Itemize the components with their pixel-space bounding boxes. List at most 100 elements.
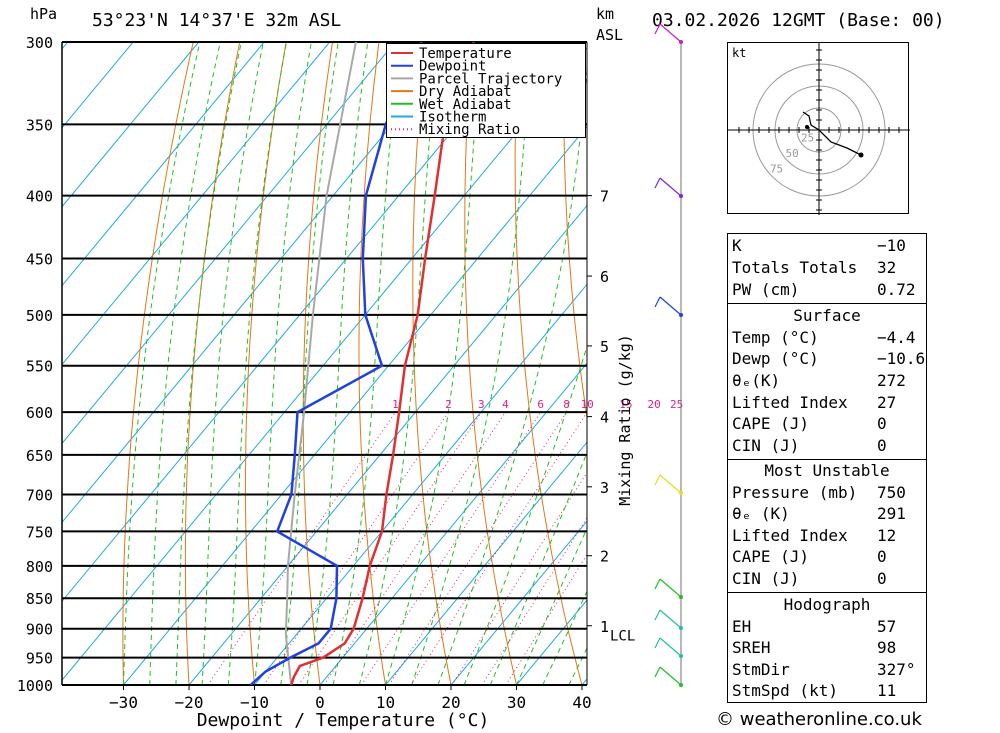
wind-barb-staff [659,578,682,598]
x-tick-label: 20 [441,693,460,712]
dry-adiabat-line [563,42,587,421]
mixing-ratio-line [360,411,542,685]
x-tick-label: 10 [376,693,395,712]
dry-adiabat-line [982,42,1000,685]
wind-barb-flag [654,474,661,486]
pressure-tick-label: 600 [26,404,53,422]
hodograph-ring-label: 50 [786,147,799,160]
pressure-tick-label: 850 [26,590,53,608]
wet-adiabat-line [542,590,587,685]
pressure-tick-label: 750 [26,523,53,541]
wind-barb-staff [659,609,682,629]
km-unit-label: km [596,5,615,23]
wet-adiabat-line [149,42,221,685]
legend-entry: Temperature [419,46,512,62]
row-mu-cin: CIN (J) 0 [732,569,887,588]
row-surface-dewp: Dewp (°C) −10.6 [732,349,926,368]
pressure-tick-label: 500 [26,307,53,325]
section-hodograph: Hodograph [783,595,871,614]
row-eh: EH 57 [732,617,897,636]
hodograph-ring-label: 75 [770,162,783,175]
wind-barb-staff [659,474,682,494]
lcl-label: LCL [610,629,635,645]
legend-entry: Dry Adiabat [419,84,512,100]
parcel-trajectory-line [284,42,357,685]
row-stmdir: StmDir 327° [732,660,916,679]
mixing-ratio-label: 3 [478,398,485,411]
isotherm-line [254,283,587,685]
legend-entry: Wet Adiabat [419,97,512,113]
legend: Temperature Dewpoint Parcel Trajectory Dry … [386,43,586,138]
wind-barb-flag [654,177,661,189]
mixing-ratio-line [263,411,449,685]
row-surface-cape: CAPE (J) 0 [732,414,887,433]
mixing-ratio-axis-title: Mixing Ratio (g/kg) [616,334,634,506]
row-surface-thetae: θₑ(K) 272 [732,371,906,390]
isotherm-line [385,441,587,685]
mixing-ratio-label: 20 [648,398,661,411]
mixing-ratio-label: 15 [619,398,632,411]
pressure-tick-label: 950 [26,650,53,668]
section-most-unstable: Most Unstable [764,461,890,480]
x-tick-label: −20 [175,693,204,712]
row-stmspd: StmSpd (kt) 11 [732,681,897,700]
hodograph-unit: kt [732,46,746,60]
wet-adiabat-line [516,527,587,685]
wet-adiabat-line [489,451,587,685]
hodograph-panel: kt 25 50 75 [727,42,910,215]
legend-entry: Parcel Trajectory [419,71,562,87]
storm-motion-point [805,125,809,129]
isotherm-line [62,42,527,603]
wet-adiabat-line [306,42,369,685]
pressure-tick-label: 300 [26,34,53,52]
datetime-title: 03.02.2026 12GMT (Base: 00) [652,10,945,31]
x-tick-label: 0 [315,693,325,712]
row-surface-temp: Temp (°C) −4.4 [732,328,916,347]
km-tick-label: 3 [600,479,609,497]
isotherm-line [62,42,396,445]
dewpoint-line [249,42,423,685]
mixing-ratio-line [323,411,506,685]
row-k: K −10 [732,236,906,255]
pressure-tick-label: 450 [26,251,53,269]
row-totals-totals: Totals Totals 32 [732,258,897,277]
km-tick-label: 2 [600,548,609,566]
dry-adiabat-line [244,42,287,685]
copyright: © weatheronline.co.uk [716,709,922,730]
pressure-tick-label: 900 [26,621,53,639]
mixing-ratio-label: 6 [537,398,544,411]
hodograph-end-point [858,152,864,158]
row-mu-lifted-index: Lifted Index 12 [732,526,897,545]
row-surface-cin: CIN (J) 0 [732,436,887,455]
km-tick-label: 5 [600,338,609,356]
wind-barb-flag [654,609,661,621]
isotherm-line [123,125,587,685]
wet-adiabat-line [254,42,312,685]
mixing-ratio-label: 1 [392,398,399,411]
pressure-tick-label: 550 [26,358,53,376]
row-mu-thetae: θₑ (K) 291 [732,504,906,523]
dry-adiabat-line [936,42,1000,685]
wet-adiabat-line [437,64,587,685]
hpa-unit-label: hPa [30,5,58,23]
wet-adiabat-line [123,42,201,685]
row-mu-cape: CAPE (J) 0 [732,547,887,566]
mixing-ratio-label: 25 [670,398,683,411]
wet-adiabat-line [175,42,242,685]
row-sreh: SREH 98 [732,638,897,657]
row-pw: PW (cm) 0.72 [732,280,916,299]
pressure-tick-label: 700 [26,487,53,505]
legend-entry: Dewpoint [419,59,486,75]
km-tick-label: 1 [600,618,609,636]
wet-adiabat-line [280,42,339,685]
hodograph-ring-label: 25 [801,131,814,144]
wet-adiabat-line [332,42,402,685]
mixing-ratio-label: 10 [581,398,594,411]
km-tick-label: 4 [600,409,609,427]
pressure-tick-label: 800 [26,558,53,576]
km-tick-label: 7 [600,188,609,206]
dry-adiabat-line [122,42,194,685]
x-tick-label: −30 [109,693,138,712]
